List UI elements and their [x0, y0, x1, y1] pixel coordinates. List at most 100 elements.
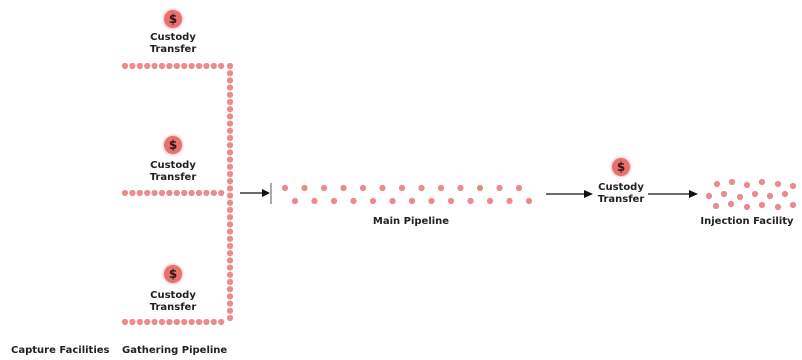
bottom-branch-dot [144, 318, 151, 326]
main-pipeline-dot [311, 197, 318, 205]
middle-branch-dot [210, 189, 217, 197]
main-pipeline-dot [447, 197, 455, 205]
custody-label-line1: Custody [150, 290, 196, 301]
top-branch-dot [195, 62, 203, 70]
pipeline-dots [121, 62, 797, 326]
bottom-branch-dot [166, 318, 173, 326]
gathering-trunk-dot [226, 134, 234, 142]
middle-branch-dot [151, 189, 158, 197]
main-pipeline-dot [330, 197, 338, 205]
gathering-trunk-dot [226, 199, 234, 206]
gathering-trunk-dot [226, 98, 234, 106]
gathering-trunk-dot [226, 113, 234, 120]
injection-facility-dot [789, 182, 797, 190]
dollar-icon: $ [616, 160, 626, 174]
top-branch-dot [121, 62, 129, 70]
injection-facility-dot [758, 201, 766, 209]
injection-facility-dot [727, 200, 735, 208]
bottom-branch-dot [195, 318, 203, 326]
injection-facility-dot [712, 202, 720, 210]
custody-transfer-bottom-label: Custody Transfer [133, 290, 213, 314]
bottom-branch-dot [188, 318, 195, 326]
top-branch-dot [158, 62, 166, 70]
main-pipeline-dot [408, 197, 416, 205]
middle-branch-dot [188, 189, 195, 197]
gathering-trunk-dot [226, 257, 234, 264]
injection-facility-dot [720, 190, 728, 198]
custody-transfer-middle-dollar-icon: $ [164, 136, 182, 154]
injection-facility-dot [781, 190, 789, 198]
injection-facility-dot [713, 180, 721, 188]
gathering-trunk-dot [226, 178, 234, 185]
injection-facility-dot [758, 178, 766, 186]
gathering-trunk-dot [226, 170, 234, 178]
dollar-icon: $ [168, 12, 178, 26]
injection-facility-dot [705, 192, 713, 200]
gathering-trunk-dot [226, 307, 234, 314]
custody-transfer-top-dollar-icon: $ [164, 10, 182, 28]
middle-branch-dot [173, 189, 180, 197]
gathering-trunk-dot [226, 91, 234, 98]
main-pipeline-dot [350, 197, 357, 205]
main-pipeline-dot [467, 197, 474, 205]
custody-label-line2: Transfer [149, 302, 197, 313]
bottom-branch-dot [210, 318, 217, 326]
gathering-trunk-dot [226, 156, 234, 163]
main-pipeline-dot [418, 184, 425, 192]
middle-branch-dot [129, 189, 136, 197]
custody-transfer-right-label: Custody Transfer [581, 182, 661, 206]
injection-facility-dot [743, 181, 751, 189]
gathering-trunk-dot [226, 228, 234, 235]
custody-transfer-middle-label: Custody Transfer [133, 160, 213, 184]
main-pipeline-dot [369, 197, 377, 205]
custody-label-line2: Transfer [597, 194, 645, 205]
middle-branch-dot [158, 189, 166, 197]
capture-facilities-label: Capture Facilities [11, 345, 110, 356]
gathering-trunk-dot [226, 185, 234, 192]
middle-branch-dot [144, 189, 151, 197]
gathering-trunk-dot [226, 214, 234, 221]
main-pipeline-dot [476, 184, 484, 192]
injection-facility-dot [766, 192, 774, 200]
gathering-trunk-dot [226, 286, 234, 293]
bottom-branch-dot [121, 318, 129, 326]
main-pipeline-dot [320, 184, 328, 192]
main-pipeline-dot [428, 197, 435, 205]
main-pipeline-dot [486, 197, 494, 205]
main-pipeline-dot [515, 184, 523, 192]
gathering-trunk-dot [226, 314, 234, 322]
main-pipeline-dot [398, 184, 406, 192]
middle-branch-dot [195, 189, 203, 197]
top-branch-dot [210, 62, 217, 70]
gathering-trunk-dot [226, 120, 234, 127]
custody-label-line1: Custody [150, 160, 196, 171]
arrow-main-to-custody [546, 190, 593, 198]
top-branch-dot [129, 62, 136, 70]
gathering-pipeline-label: Gathering Pipeline [122, 345, 228, 356]
middle-branch-dot [166, 189, 173, 197]
main-pipeline-dot [525, 197, 533, 205]
dollar-icon: $ [168, 138, 178, 152]
bottom-branch-dot [136, 318, 143, 326]
main-pipeline-dot [340, 184, 347, 192]
injection-facility-dot [774, 180, 782, 188]
bottom-branch-dot [151, 318, 158, 326]
top-branch-dot [136, 62, 143, 70]
main-pipeline-dot [301, 184, 308, 192]
top-branch-dot [218, 62, 225, 70]
main-pipeline-dot [379, 184, 386, 192]
top-branch-dot [144, 62, 151, 70]
custody-label-line1: Custody [598, 182, 644, 193]
bottom-branch-dot [158, 318, 166, 326]
main-pipeline-dot [496, 184, 503, 192]
injection-facility-dot [774, 203, 782, 211]
dollar-icon: $ [168, 267, 178, 281]
bottom-branch-dot [218, 318, 225, 326]
middle-branch-dot [181, 189, 188, 197]
bottom-branch-dot [129, 318, 136, 326]
gathering-trunk-dot [226, 84, 234, 91]
custody-label-line2: Transfer [149, 172, 197, 183]
gathering-trunk-dot [226, 77, 234, 84]
gathering-trunk-dot [226, 293, 234, 300]
injection-facility-dot [751, 190, 759, 198]
